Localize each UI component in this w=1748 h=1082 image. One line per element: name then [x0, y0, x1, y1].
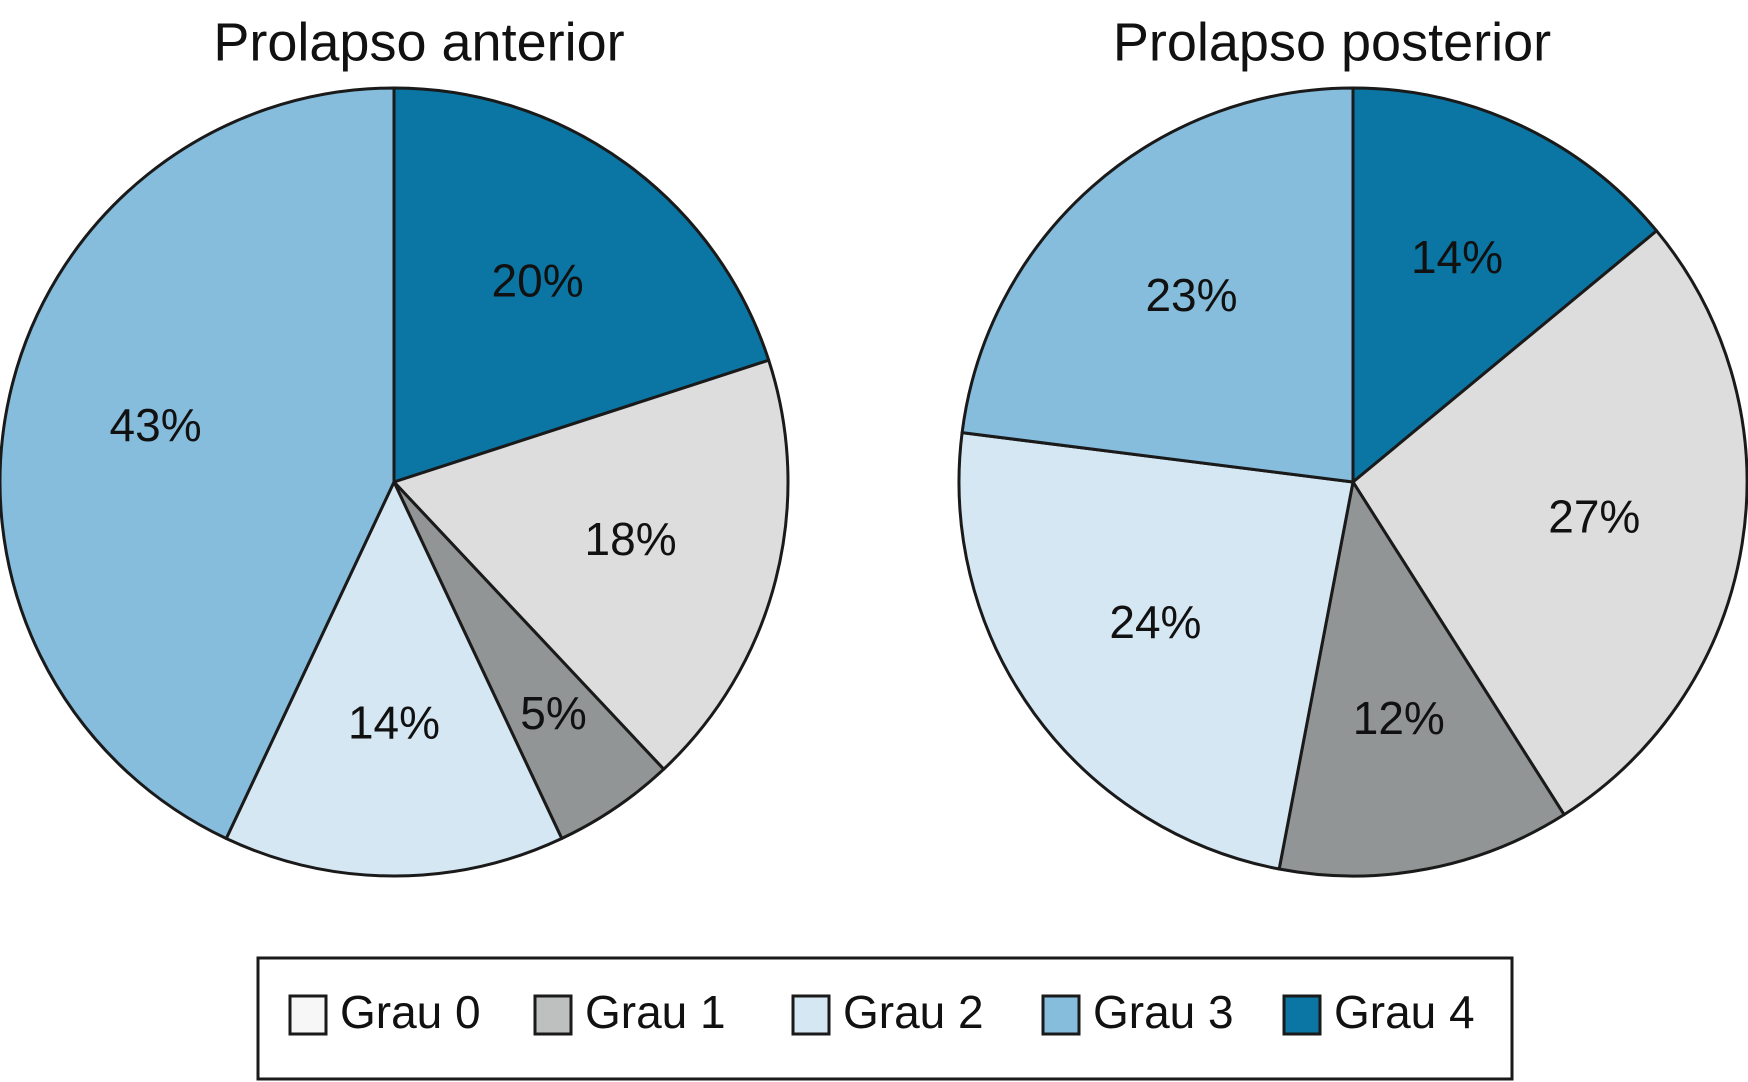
- slice-label-grau-2-1: 24%: [1109, 596, 1201, 648]
- pie-slice-grau-1-1: [1277, 480, 1566, 878]
- legend-swatch-grau-2: [791, 994, 831, 1036]
- pie-slice-grau-3-1: [960, 86, 1355, 484]
- pie-chart-prolapso-anterior: Prolapso anterior 20% 18% 5% 14% 43%: [0, 12, 790, 878]
- pie-slice-grau-0-0: [392, 358, 790, 771]
- legend-label-grau-1: Grau 1: [585, 986, 726, 1038]
- slice-label-grau-1-1: 12%: [1353, 692, 1445, 744]
- legend-label-grau-4: Grau 4: [1334, 986, 1475, 1038]
- pie-slice-grau-0-1: [1351, 229, 1748, 817]
- pie-slice-grau-4-0: [392, 86, 771, 484]
- slice-label-grau-0-0: 18%: [585, 513, 677, 565]
- slice-label-grau-0-1: 27%: [1548, 490, 1640, 542]
- slice-label-grau-1-0: 5%: [520, 687, 586, 739]
- pie-slice-grau-4-1: [1351, 86, 1659, 484]
- pie-chart-prolapso-posterior: Prolapso posterior 14% 27% 12% 24% 23%: [957, 12, 1748, 878]
- legend-label-grau-3: Grau 3: [1093, 986, 1234, 1038]
- chart-title-prolapso-posterior: Prolapso posterior: [1113, 12, 1551, 72]
- slice-label-grau-4-1: 14%: [1411, 231, 1503, 283]
- slice-label-grau-4-0: 20%: [492, 255, 584, 307]
- legend-swatch-grau-1: [533, 994, 573, 1036]
- slice-label-grau-3-1: 23%: [1145, 269, 1237, 321]
- legend-label-grau-0: Grau 0: [340, 986, 481, 1038]
- slice-label-grau-3-0: 43%: [110, 399, 202, 451]
- legend-swatch-grau-3: [1041, 994, 1081, 1036]
- pie-slices-anterior: [0, 86, 790, 878]
- chart-title-prolapso-anterior: Prolapso anterior: [213, 12, 624, 72]
- legend-items: Grau 0 Grau 1 Grau 2 Grau 3 Grau 4: [288, 986, 1475, 1038]
- pie-labels-anterior: 20% 18% 5% 14% 43%: [110, 255, 677, 749]
- legend-box: [256, 956, 1514, 1081]
- legend-swatch-grau-4: [1282, 994, 1322, 1036]
- pie-slice-grau-3-0: [0, 86, 396, 840]
- pie-slice-grau-2-1: [957, 431, 1355, 871]
- legend-label-grau-2: Grau 2: [843, 986, 984, 1038]
- pie-slices-posterior: [957, 86, 1748, 878]
- slice-label-grau-2-0: 14%: [348, 696, 440, 748]
- pie-labels-posterior: 14% 27% 12% 24% 23%: [1109, 231, 1640, 744]
- pie-slice-grau-2-0: [224, 480, 564, 878]
- legend: Grau 0 Grau 1 Grau 2 Grau 3 Grau 4: [256, 956, 1514, 1081]
- legend-swatch-grau-0: [288, 994, 328, 1036]
